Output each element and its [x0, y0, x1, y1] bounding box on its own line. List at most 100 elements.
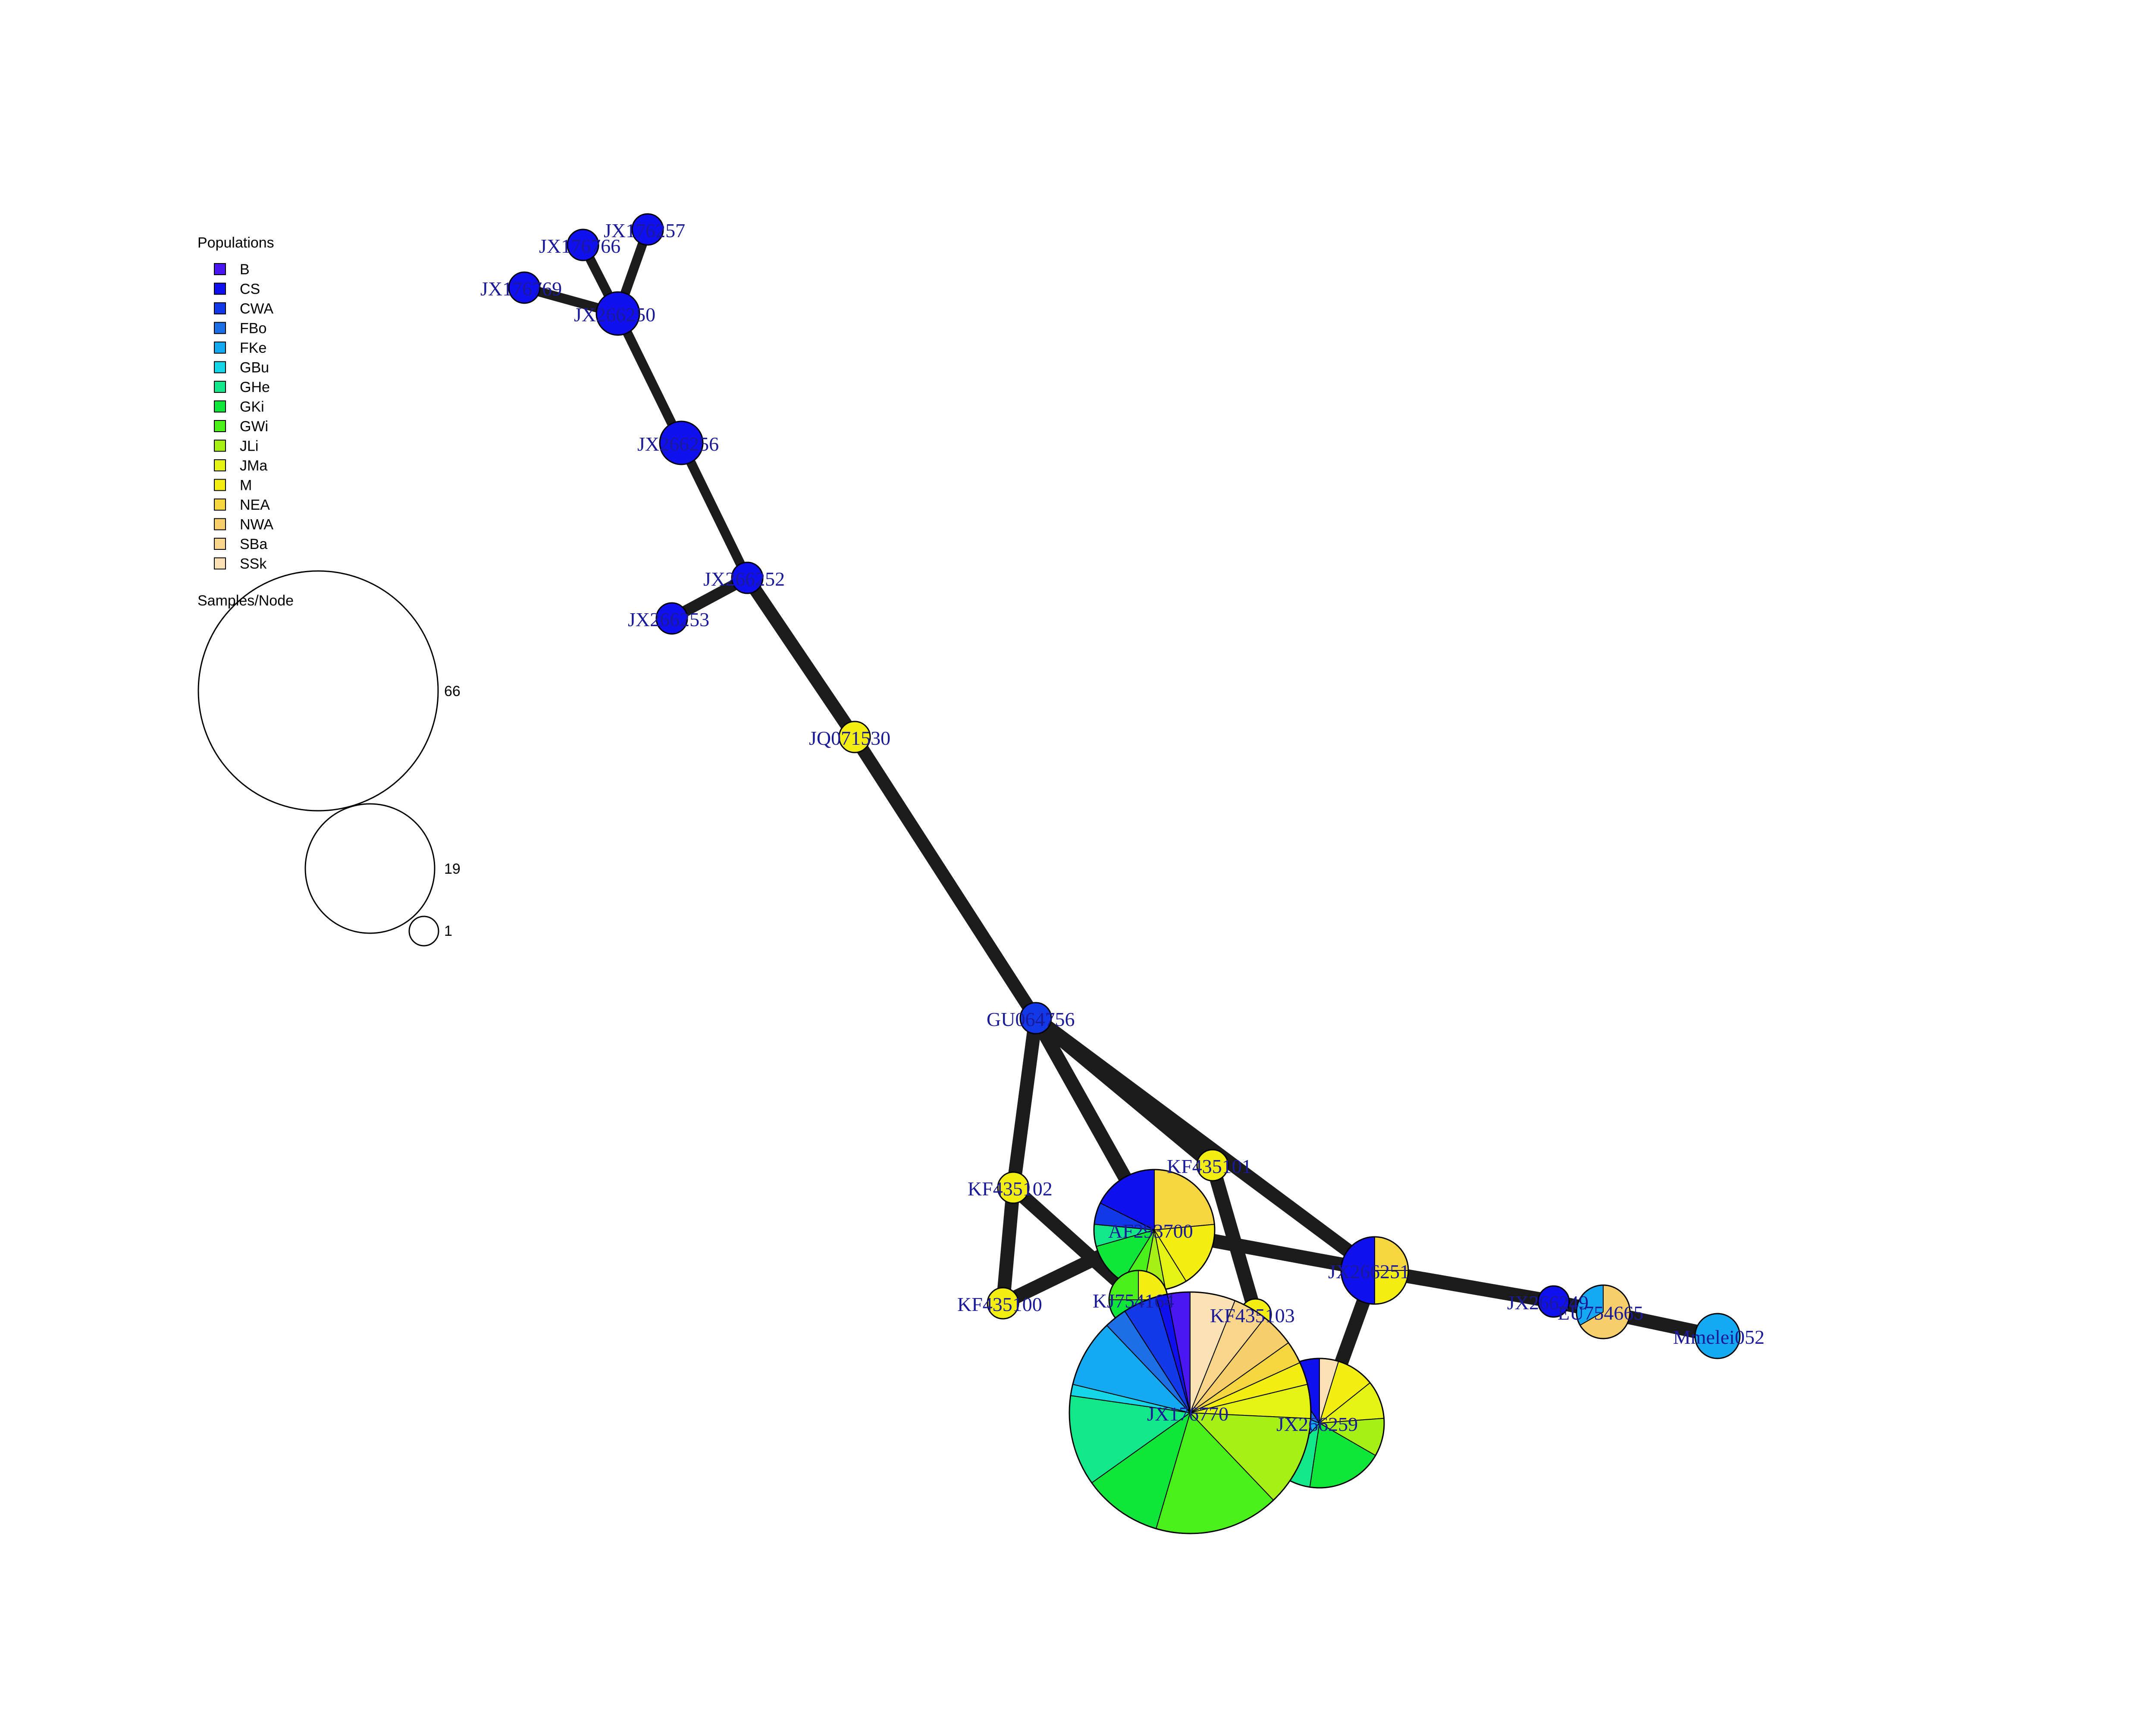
legend-label-ssk: SSk — [240, 556, 267, 572]
edge-jq071530-gu064756 — [849, 733, 1041, 1022]
legend-label-gki: GKi — [240, 399, 264, 415]
legend-label-cwa: CWA — [240, 301, 273, 317]
node-jx266250[interactable] — [595, 291, 640, 336]
legend-swatch-fke — [214, 342, 226, 354]
legend-label-m: M — [240, 477, 252, 494]
node-jx176770[interactable] — [1069, 1291, 1312, 1534]
legend-label-gwi: GWi — [240, 418, 268, 435]
node-label-mmelei052: Mmelei052 — [1673, 1326, 1764, 1348]
edge-jx266250-jx266256 — [614, 311, 686, 445]
edge-gu064756-kf435102 — [1006, 1017, 1043, 1189]
legend-swatch-gbu — [214, 361, 226, 373]
node-gu064756[interactable] — [1019, 1002, 1052, 1035]
node-circle — [997, 1171, 1030, 1204]
legend-swatch-nwa — [214, 518, 226, 530]
network-nodes — [508, 213, 1741, 1534]
node-circle — [1196, 1149, 1229, 1182]
legend-population-list: B CS CWA FBo FKe GBu GHe GKi GWi JLi JMa M NEA NWA SBa… — [214, 261, 273, 572]
node-label-jx266249: JX266249 — [1507, 1292, 1589, 1314]
legend-size-label-1: 1 — [444, 923, 452, 939]
node-circle — [838, 721, 871, 753]
node-label-kf435103: KF435103 — [1210, 1305, 1295, 1327]
node-circle — [731, 561, 764, 594]
node-label-jx266253: JX266253 — [628, 608, 709, 630]
node-kf435101[interactable] — [1196, 1149, 1229, 1182]
legend-label-cs: CS — [240, 281, 260, 298]
node-label-jx176770: JX176770 — [1147, 1403, 1228, 1425]
node-label-jx266252: JX266252 — [703, 568, 785, 590]
node-jx266249[interactable] — [1537, 1285, 1570, 1318]
legend-swatch-sba — [214, 538, 226, 550]
node-label-jx176769: JX176769 — [480, 278, 562, 300]
legend-swatch-cwa — [214, 302, 226, 314]
node-label-kf435102: KF435102 — [968, 1178, 1053, 1200]
legend-label-gbu: GBu — [240, 360, 269, 376]
node-jx266253[interactable] — [655, 602, 688, 635]
legend-swatch-fbo — [214, 322, 226, 334]
legend-swatch-jma — [214, 459, 226, 471]
node-circle — [1537, 1285, 1570, 1318]
node-kf435100[interactable] — [987, 1287, 1019, 1320]
legend-swatch-gki — [214, 400, 226, 413]
node-outline — [1069, 1291, 1312, 1534]
node-circle — [987, 1287, 1019, 1320]
legend-label-ghe: GHe — [240, 379, 270, 395]
legend-label-fke: FKe — [240, 340, 266, 356]
node-circle — [631, 213, 664, 246]
node-af293700[interactable] — [1093, 1169, 1216, 1291]
legend-label-jli: JLi — [240, 438, 258, 455]
legend-swatch-m — [214, 479, 226, 491]
node-mmelei052[interactable] — [1694, 1313, 1741, 1359]
node-label-jx176766: JX176766 — [539, 235, 620, 257]
node-label-af293700: AF293700 — [1108, 1220, 1193, 1242]
node-label-jx266259: JX266259 — [1276, 1413, 1358, 1435]
node-circle — [595, 291, 640, 336]
legend-label-nea: NEA — [240, 497, 270, 513]
edge-jx266256-jx266252 — [677, 441, 752, 580]
node-circle — [1019, 1002, 1052, 1035]
edge-gu064756-jx266251 — [1031, 1013, 1379, 1276]
node-outline — [1576, 1284, 1631, 1339]
node-jx176766[interactable] — [567, 229, 599, 261]
node-jx176769[interactable] — [508, 271, 541, 304]
legend-size-scale: 66 19 1 — [197, 570, 461, 947]
node-jx266252[interactable] — [731, 561, 764, 594]
node-circle — [1694, 1313, 1741, 1359]
node-circle — [655, 602, 688, 635]
legend-label-sba: SBa — [240, 536, 267, 552]
node-label-kj754164: KJ754164 — [1093, 1290, 1174, 1312]
legend-swatch-gwi — [214, 420, 226, 432]
node-label-jx266256: JX266256 — [637, 433, 719, 455]
node-eu754665[interactable] — [1576, 1284, 1631, 1339]
legend-label-fbo: FBo — [240, 320, 266, 337]
node-label-jx266251: JX266251 — [1328, 1261, 1410, 1283]
node-jx176257[interactable] — [631, 213, 664, 246]
legend-size-label-66: 66 — [444, 683, 461, 699]
node-label-jx266250: JX266250 — [574, 304, 655, 326]
edge-kf435102-kf435100 — [996, 1187, 1020, 1304]
legend-swatch-jli — [214, 439, 226, 452]
node-circle — [567, 229, 599, 261]
edge-jx266252-jq071530 — [742, 574, 860, 741]
node-jq071530[interactable] — [838, 721, 871, 753]
node-circle — [508, 271, 541, 304]
node-jx266251[interactable] — [1340, 1236, 1409, 1305]
legend-size-circle-66 — [197, 570, 439, 812]
legend-label-b: B — [240, 261, 250, 278]
node-kf435102[interactable] — [997, 1171, 1030, 1204]
legend-swatch-ssk — [214, 557, 226, 570]
node-label-gu064756: GU064756 — [987, 1008, 1075, 1030]
legend-size-label-19: 19 — [444, 861, 461, 877]
legend-swatch-b — [214, 263, 226, 275]
legend-label-nwa: NWA — [240, 517, 273, 533]
legend-size-circle-1 — [408, 916, 439, 947]
node-jx266256[interactable] — [659, 420, 704, 465]
legend-swatch-ghe — [214, 381, 226, 393]
node-label-kf435100: KF435100 — [957, 1293, 1042, 1315]
node-label-jq071530: JQ071530 — [809, 727, 890, 749]
node-circle — [659, 420, 704, 465]
legend-swatch-nea — [214, 499, 226, 511]
